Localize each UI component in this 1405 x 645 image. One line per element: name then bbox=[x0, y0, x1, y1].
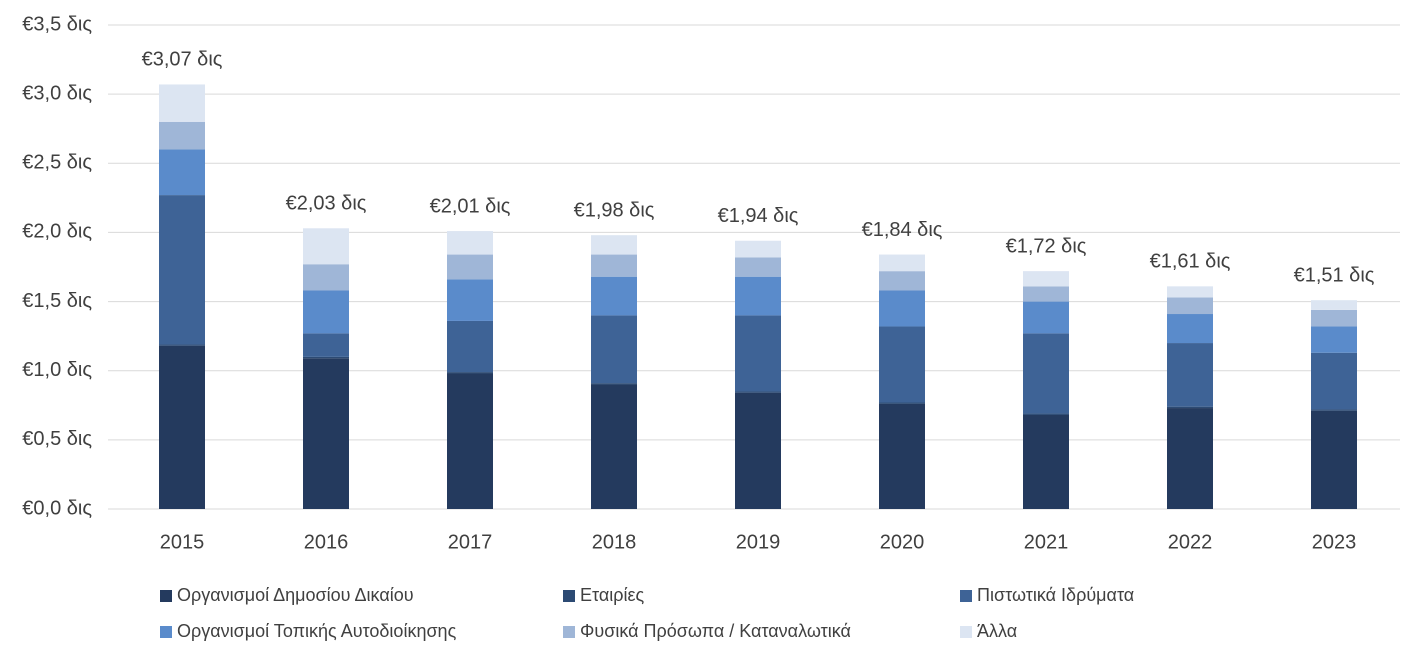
bar-segment bbox=[591, 254, 637, 277]
y-tick-label: €2,0 δις bbox=[22, 221, 92, 243]
x-tick-label: 2021 bbox=[1024, 531, 1069, 553]
legend-label: Πιστωτικά Ιδρύματα bbox=[977, 585, 1134, 605]
bar-segment bbox=[591, 276, 637, 316]
y-tick-label: €0,0 δις bbox=[22, 497, 92, 519]
bar-segment bbox=[1311, 352, 1357, 410]
bar-segment bbox=[1311, 409, 1357, 411]
bar-segment bbox=[447, 320, 493, 373]
bar-segment bbox=[879, 290, 925, 327]
bar-segment bbox=[1023, 271, 1069, 287]
bar-segment bbox=[1311, 309, 1357, 327]
bar-segment bbox=[1311, 410, 1357, 509]
legend-swatch bbox=[960, 590, 972, 602]
bar-segment bbox=[447, 279, 493, 321]
x-tick-label: 2016 bbox=[304, 531, 349, 553]
y-tick-label: €1,5 δις bbox=[22, 290, 92, 312]
bar-segment bbox=[1167, 286, 1213, 298]
legend-label: Άλλα bbox=[977, 621, 1017, 641]
x-tick-label: 2017 bbox=[448, 531, 493, 553]
legend-label: Οργανισμοί Τοπικής Αυτοδιοίκησης bbox=[177, 621, 457, 641]
bar-segment bbox=[1023, 301, 1069, 334]
bar-segment bbox=[159, 84, 205, 122]
y-tick-label: €1,0 δις bbox=[22, 359, 92, 381]
bar-segment bbox=[159, 121, 205, 150]
bar-segment bbox=[1167, 297, 1213, 315]
bar-segment bbox=[303, 290, 349, 334]
bar-segment bbox=[303, 356, 349, 359]
legend-swatch bbox=[563, 626, 575, 638]
legend-swatch bbox=[563, 590, 575, 602]
bar-segment bbox=[303, 264, 349, 291]
bar-segment bbox=[735, 257, 781, 277]
bar-segment bbox=[591, 315, 637, 384]
total-label: €3,07 δις bbox=[142, 49, 223, 71]
total-label: €1,61 δις bbox=[1150, 251, 1231, 273]
bar-segment bbox=[303, 333, 349, 357]
x-tick-label: 2019 bbox=[736, 531, 781, 553]
bar-segment bbox=[303, 358, 349, 509]
legend-label: Φυσικά Πρόσωπα / Καταναλωτικά bbox=[580, 621, 851, 641]
total-label: €1,84 δις bbox=[862, 219, 943, 241]
legend-label: Εταιρίες bbox=[580, 585, 645, 605]
y-tick-label: €3,5 δις bbox=[22, 13, 92, 35]
bar-segment bbox=[735, 276, 781, 316]
bar-segment bbox=[879, 326, 925, 403]
bar-segment bbox=[1023, 333, 1069, 414]
bar-segment bbox=[735, 391, 781, 393]
bar-segment bbox=[159, 344, 205, 346]
bar-segment bbox=[1311, 300, 1357, 310]
bar-segment bbox=[591, 384, 637, 509]
total-label: €1,98 δις bbox=[574, 199, 655, 221]
bar-segment bbox=[159, 149, 205, 196]
legend-label: Οργανισμοί Δημοσίου Δικαίου bbox=[177, 585, 414, 605]
legend-swatch bbox=[960, 626, 972, 638]
bar-segment bbox=[1023, 414, 1069, 509]
bar-segment bbox=[447, 231, 493, 255]
bar-segment bbox=[159, 345, 205, 509]
bar-segment bbox=[735, 315, 781, 392]
bar-segment bbox=[1023, 286, 1069, 302]
x-tick-label: 2020 bbox=[880, 531, 925, 553]
bar-segment bbox=[1167, 343, 1213, 407]
x-tick-label: 2015 bbox=[160, 531, 205, 553]
bar-segment bbox=[735, 392, 781, 509]
y-tick-label: €2,5 δις bbox=[22, 152, 92, 174]
legend-swatch bbox=[160, 626, 172, 638]
x-tick-label: 2023 bbox=[1312, 531, 1357, 553]
total-label: €1,51 δις bbox=[1294, 264, 1375, 286]
bar-segment bbox=[1023, 413, 1069, 415]
bar-segment bbox=[1311, 326, 1357, 353]
bar-segment bbox=[447, 254, 493, 280]
x-tick-label: 2022 bbox=[1168, 531, 1213, 553]
bar-segment bbox=[735, 240, 781, 258]
bar-segment bbox=[879, 254, 925, 272]
bar-segment bbox=[1167, 408, 1213, 509]
total-label: €2,03 δις bbox=[286, 193, 367, 215]
y-tick-label: €3,0 δις bbox=[22, 82, 92, 104]
x-tick-label: 2018 bbox=[592, 531, 637, 553]
total-label: €1,94 δις bbox=[718, 205, 799, 227]
legend-swatch bbox=[160, 590, 172, 602]
bar-segment bbox=[1167, 406, 1213, 409]
bar-segment bbox=[447, 372, 493, 374]
bar-segment bbox=[159, 195, 205, 345]
bar-segment bbox=[303, 228, 349, 265]
bar-segment bbox=[591, 383, 637, 385]
bar-segment bbox=[879, 403, 925, 509]
bar-segment bbox=[879, 271, 925, 291]
bar-segment bbox=[879, 402, 925, 404]
bar-segment bbox=[447, 373, 493, 509]
bar-segment bbox=[591, 235, 637, 255]
y-tick-label: €0,5 δις bbox=[22, 428, 92, 450]
total-label: €2,01 δις bbox=[430, 195, 511, 217]
total-label: €1,72 δις bbox=[1006, 235, 1087, 257]
bar-segment bbox=[1167, 314, 1213, 344]
